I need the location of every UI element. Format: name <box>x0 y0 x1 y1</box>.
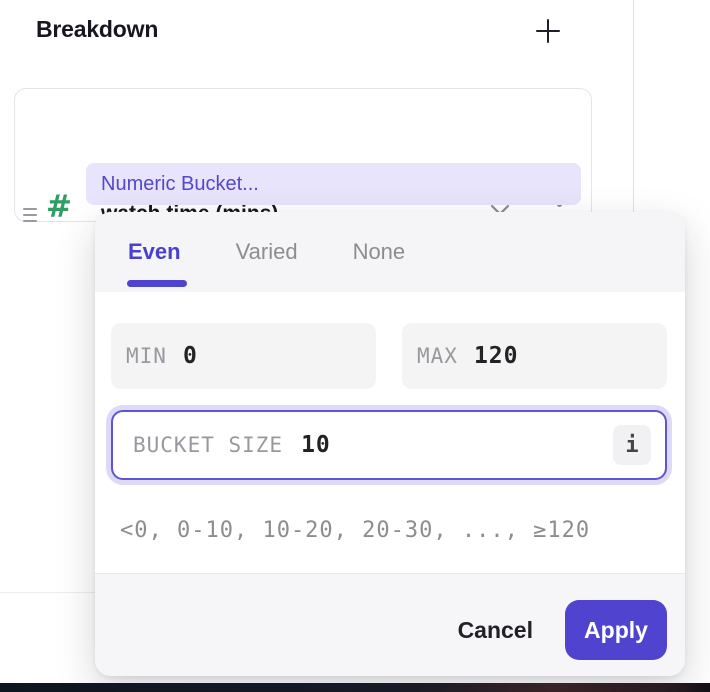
min-field[interactable]: MIN 0 <box>111 323 376 389</box>
cancel-button[interactable]: Cancel <box>457 616 533 643</box>
bucketing-popover: Even Varied None MIN 0 MAX 120 BUCKET SI… <box>95 212 685 676</box>
plus-icon <box>533 16 563 49</box>
bucket-size-label: BUCKET SIZE <box>133 433 284 457</box>
active-tab-indicator <box>127 280 187 287</box>
numeric-bucket-label: Numeric Bucket... <box>101 172 259 195</box>
numeric-property-icon: # <box>46 189 72 225</box>
vertical-divider <box>633 0 634 213</box>
background-divider <box>0 592 95 593</box>
add-breakdown-button[interactable] <box>530 14 566 50</box>
max-value[interactable]: 120 <box>473 343 519 369</box>
min-value[interactable]: 0 <box>182 343 198 369</box>
tab-varied[interactable]: Varied <box>235 239 298 264</box>
max-field[interactable]: MAX 120 <box>402 323 667 389</box>
drag-handle-icon[interactable] <box>23 208 38 226</box>
bottom-edge-strip <box>0 683 710 692</box>
bucket-preview-text: <0, 0-10, 10-20, 20-30, ..., ≥120 <box>120 518 591 543</box>
bucketing-tabs: Even Varied None <box>95 212 685 292</box>
bucket-size-value[interactable]: 10 <box>301 432 331 458</box>
tab-even[interactable]: Even <box>128 239 181 264</box>
min-label: MIN <box>126 344 167 368</box>
bucket-size-field[interactable]: BUCKET SIZE 10 i <box>111 410 667 480</box>
max-label: MAX <box>417 344 458 368</box>
popover-footer: Cancel Apply <box>95 573 685 676</box>
apply-button[interactable]: Apply <box>565 600 667 660</box>
page-title: Breakdown <box>36 16 159 42</box>
breakdown-card: # watch time (mins) Numeric Bucket... <box>14 88 592 229</box>
tab-none[interactable]: None <box>352 239 406 264</box>
info-icon[interactable]: i <box>613 425 651 465</box>
numeric-bucket-dropdown[interactable]: Numeric Bucket... <box>86 163 581 205</box>
